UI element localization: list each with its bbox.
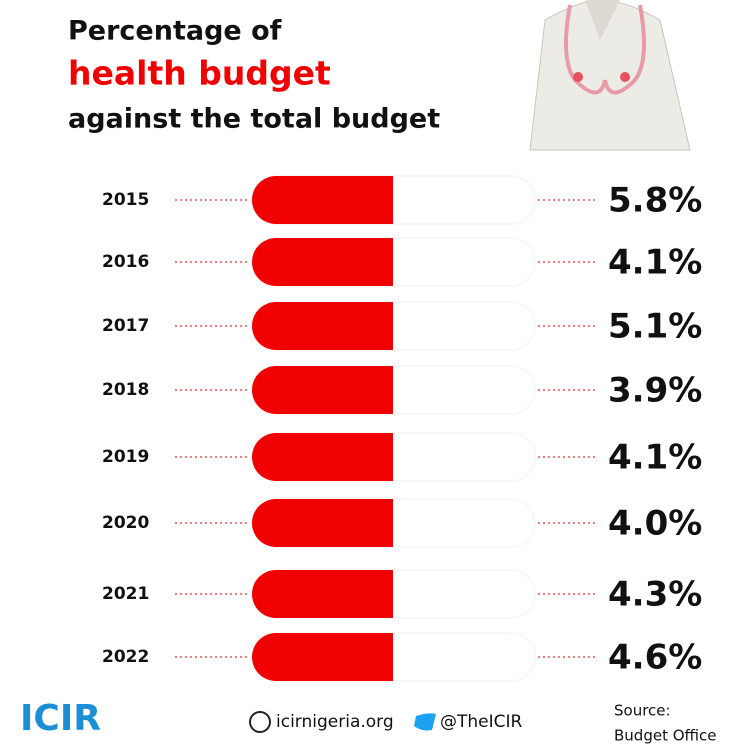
pill-red (252, 433, 393, 481)
percentage-label: 5.1% (608, 307, 702, 347)
title-line: against the total budget (68, 104, 440, 135)
year-label: 2021 (102, 584, 149, 604)
percentage-label: 5.8% (608, 181, 702, 221)
doctor-illustration (529, 0, 691, 151)
source-label: Source: (614, 702, 671, 720)
percentage-label: 3.9% (608, 371, 702, 411)
percentage-label: 4.3% (608, 575, 702, 615)
year-label: 2018 (102, 380, 149, 400)
footer: ICIR icirnigeria.org @TheICIR Source: Bu… (20, 698, 717, 745)
year-label: 2020 (102, 513, 149, 533)
pill-red (252, 570, 393, 618)
website: icirnigeria.org (276, 712, 394, 732)
title-highlight: health budget (68, 54, 331, 93)
year-label: 2022 (102, 647, 149, 667)
rows: 2015 5.8% 2016 4.1% 2017 5.1% 2018 3.9% 2019 4.1%… (102, 175, 702, 682)
year-label: 2017 (102, 316, 149, 336)
percentage-label: 4.0% (608, 504, 702, 544)
pill-red (252, 176, 393, 224)
year-label: 2016 (102, 252, 149, 272)
pill-red (252, 366, 393, 414)
logo: ICIR (20, 698, 101, 739)
year-label: 2015 (102, 190, 149, 210)
pill-red (252, 499, 393, 547)
pill-red (252, 302, 393, 350)
source: Budget Office (614, 727, 717, 745)
handle: @TheICIR (440, 712, 523, 732)
percentage-label: 4.1% (608, 438, 702, 478)
pill-red (252, 633, 393, 681)
globe-icon (249, 711, 271, 733)
percentage-label: 4.6% (608, 638, 702, 678)
twitter-icon (414, 713, 436, 731)
year-label: 2019 (102, 447, 149, 467)
title-line: Percentage of (68, 16, 282, 47)
pill-red (252, 238, 393, 286)
percentage-label: 4.1% (608, 243, 702, 283)
